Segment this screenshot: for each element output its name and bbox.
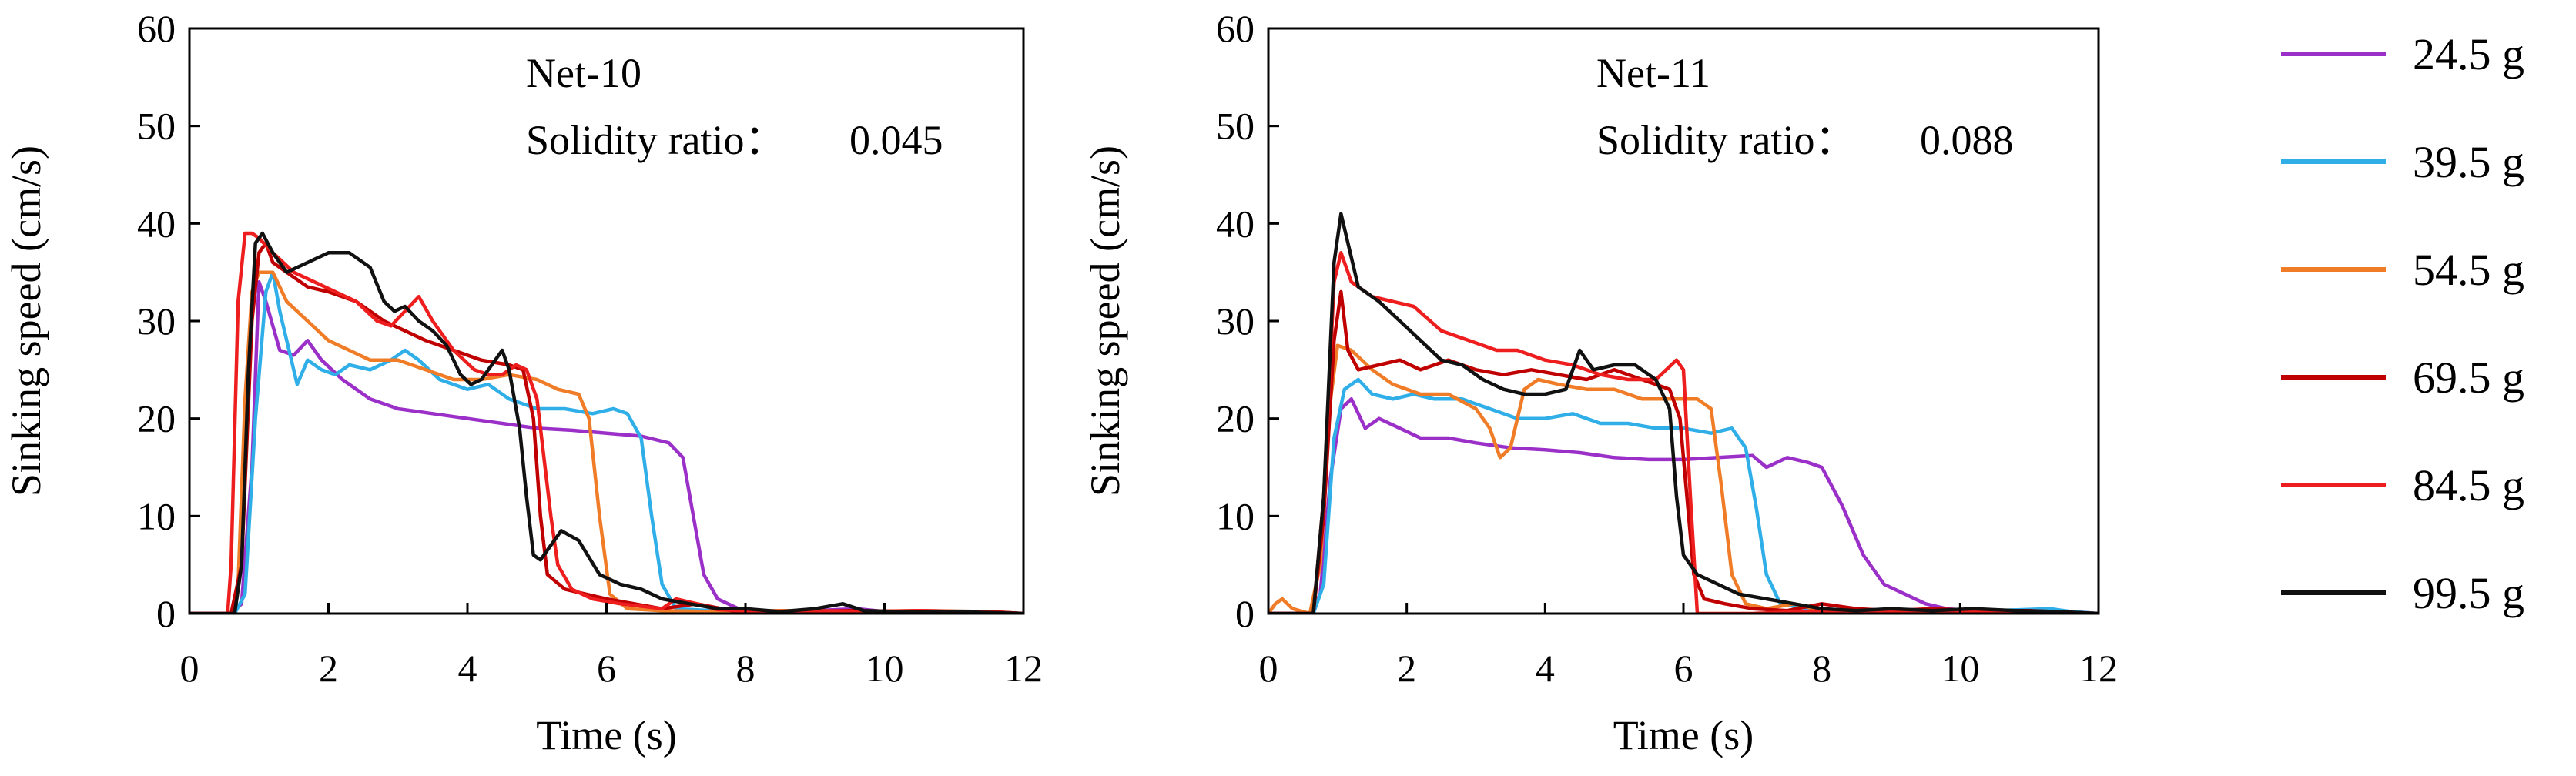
x-tick-label: 4 (458, 647, 477, 690)
annotation-net-name: Net-11 (1596, 50, 1710, 96)
x-tick-label: 4 (1536, 647, 1555, 690)
y-axis-label: Sinking speed (cm/s) (1082, 146, 1128, 497)
annotation-solidity-value: 0.045 (849, 117, 943, 163)
y-tick-label: 0 (156, 592, 176, 635)
series-line-99-5g (1268, 212, 2099, 614)
series-line-39-5g (1268, 377, 2099, 614)
legend-label: 99.5 g (2413, 568, 2524, 618)
annotation-net-name: Net-10 (526, 50, 641, 96)
x-tick-label: 12 (1004, 647, 1043, 690)
x-tick-label: 6 (1674, 647, 1693, 690)
y-tick-label: 30 (137, 299, 176, 343)
y-axis-label: Sinking speed (cm/s) (3, 146, 49, 497)
series-group (1268, 212, 2099, 614)
y-tick-label: 10 (137, 494, 176, 537)
legend-label: 84.5 g (2413, 460, 2524, 510)
legend-label: 54.5 g (2413, 245, 2524, 295)
annotation-solidity-value: 0.088 (1920, 117, 2014, 163)
x-tick-label: 8 (1812, 647, 1831, 690)
series-group (189, 231, 1023, 614)
chart-net-10: 0 10 20 30 40 50 60 0 2 4 6 8 10 12 Time (s) Sinking sp… (3, 7, 1043, 758)
chart-net-11: 0 10 20 30 40 50 60 0 2 4 6 8 10 12 Time (s) Sinking sp… (1082, 7, 2118, 758)
series-line-24-5g (1268, 397, 2099, 614)
y-tick-label: 40 (1216, 202, 1255, 245)
x-axis-label: Time (s) (536, 712, 677, 758)
y-tick-label: 20 (1216, 397, 1255, 440)
legend-label: 39.5 g (2413, 137, 2524, 187)
x-tick-label: 8 (736, 647, 755, 690)
x-tick-label: 2 (1397, 647, 1416, 690)
y-tick-label: 60 (137, 7, 176, 50)
legend-label: 69.5 g (2413, 353, 2524, 403)
y-tick-label: 30 (1216, 299, 1255, 343)
x-tick-label: 6 (597, 647, 616, 690)
y-tick-label: 20 (137, 397, 176, 440)
series-line-84-5g (1268, 251, 2099, 614)
series-line-69-5g (1268, 289, 2099, 614)
series-line-54-5g (189, 270, 1023, 614)
plot-frame (188, 27, 1025, 615)
y-tick-label: 60 (1216, 7, 1255, 50)
annotation-solidity-label: Solidity ratio： (526, 117, 786, 163)
x-tick-label: 10 (1941, 647, 1979, 690)
y-tick-label: 0 (1235, 592, 1255, 635)
x-tick-label: 10 (866, 647, 904, 690)
x-tick-label: 2 (319, 647, 338, 690)
x-axis-label: Time (s) (1613, 712, 1754, 758)
x-tick-label: 12 (2079, 647, 2118, 690)
y-tick-label: 10 (1216, 494, 1255, 537)
y-tick-label: 40 (137, 202, 176, 245)
x-tick-label: 0 (1259, 647, 1278, 690)
annotation-solidity-label: Solidity ratio： (1596, 117, 1857, 163)
legend: 24.5 g 39.5 g 54.5 g 69.5 g 84.5 g 99.5 g (2281, 29, 2524, 618)
y-tick-label: 50 (1216, 105, 1255, 148)
y-tick-label: 50 (137, 105, 176, 148)
legend-label: 24.5 g (2413, 29, 2524, 79)
plot-frame (1267, 27, 2100, 615)
x-tick-label: 0 (180, 647, 199, 690)
series-line-99-5g (189, 231, 1023, 614)
